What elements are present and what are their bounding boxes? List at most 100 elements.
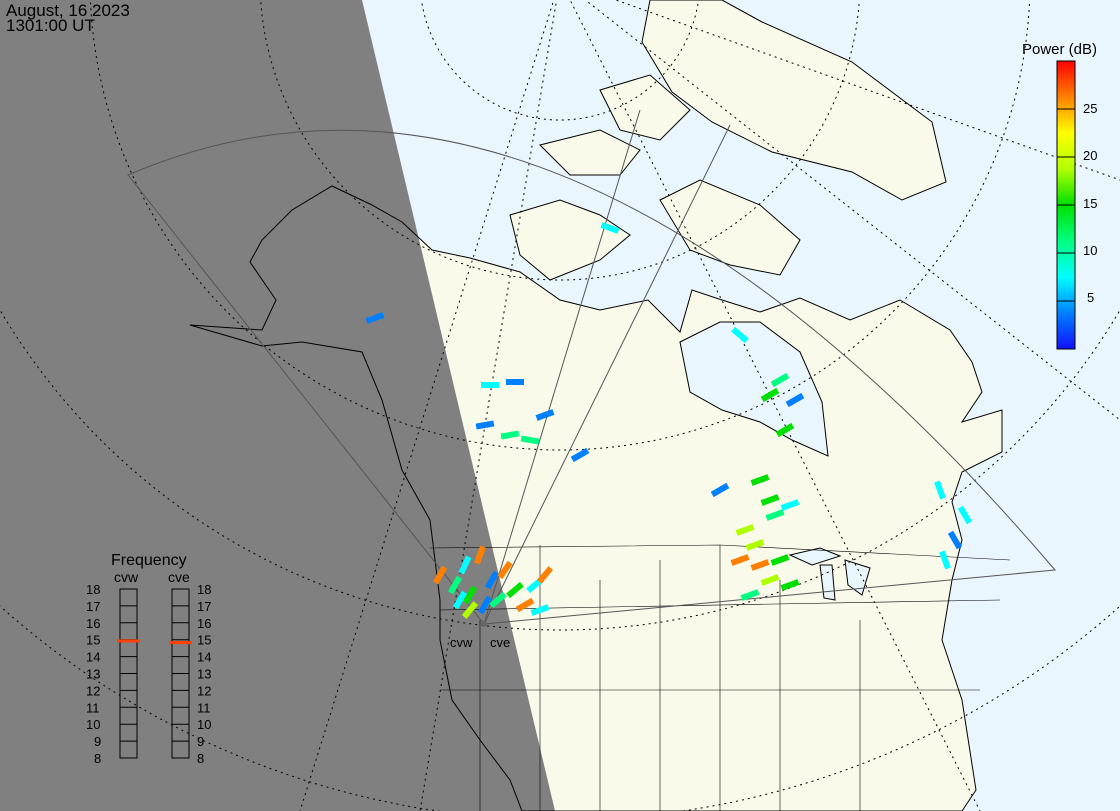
colorbar-tick: 20 <box>1083 148 1097 163</box>
frequency-radar-cve: cve <box>168 569 190 585</box>
echo-cell <box>934 480 946 500</box>
arctic-island-outline <box>599 74 691 141</box>
date-label: August, 16 2023 <box>6 1 130 20</box>
frequency-scale-label: 10 <box>197 717 211 732</box>
frequency-scale-label: 17 <box>197 599 211 614</box>
colorbar-title: Power (dB) <box>1022 41 1097 58</box>
frequency-marker <box>117 639 140 643</box>
echo-cell <box>481 382 499 388</box>
echo-cell <box>775 422 795 438</box>
time-label: 1301:00 UT <box>6 16 95 35</box>
frequency-scale-label: 11 <box>197 700 211 715</box>
arctic-island-outline <box>539 129 641 176</box>
echo-cell <box>432 565 448 585</box>
latitude-circle <box>90 0 1030 451</box>
frequency-scale-label: 8 <box>197 751 204 766</box>
latitude-circle <box>0 308 1120 631</box>
frequency-scale-label: 16 <box>197 616 211 631</box>
fov-outline-cvw-cve <box>127 129 1057 625</box>
echo-cell <box>477 595 493 615</box>
frequency-radar-cvw: cvw <box>114 569 139 585</box>
baffin-island <box>660 180 800 275</box>
echo-cell <box>497 560 513 580</box>
lake-michigan-outline <box>819 564 836 601</box>
radar-fov-outlines <box>127 109 1057 625</box>
frequency-scale-label: 16 <box>86 616 100 631</box>
hudson-bay <box>680 322 828 456</box>
radar-label-cvw: cvw <box>450 635 473 650</box>
frequency-scale-label: 13 <box>86 667 100 682</box>
echo-cell <box>462 585 478 605</box>
frequency-legend: Frequency cvw cve 1817161514131211109818… <box>86 552 211 766</box>
echo-cell <box>957 505 973 525</box>
echo-cell <box>506 379 524 385</box>
longitude-line <box>299 0 555 811</box>
frequency-scale-label: 9 <box>197 734 204 749</box>
night-shade <box>0 0 555 811</box>
echo-cell <box>500 430 520 440</box>
echo-cell <box>520 435 540 445</box>
frequency-scale-label: 8 <box>94 751 101 766</box>
hudson-bay-outline <box>679 321 829 457</box>
echo-cell <box>745 539 765 551</box>
arctic-island-outline <box>509 199 631 281</box>
echo-cell <box>760 494 780 506</box>
echo-cell <box>750 474 770 486</box>
frequency-scale-label: 12 <box>86 683 100 698</box>
lake-huron-outline <box>844 559 871 596</box>
echo-cell <box>535 409 555 421</box>
colorbar-tick: 10 <box>1083 243 1097 258</box>
fov-boundary <box>483 124 731 625</box>
echo-cell <box>710 482 730 498</box>
longitude-line <box>419 0 558 811</box>
frequency-scale-label: 17 <box>86 599 100 614</box>
radar-echoes <box>365 222 973 619</box>
colorbar-tick: 5 <box>1087 290 1094 305</box>
echo-cell <box>458 555 472 575</box>
echo-cell <box>489 591 507 609</box>
frequency-scale-label: 14 <box>86 650 100 665</box>
border-line <box>439 599 1001 611</box>
echo-cell <box>780 579 800 591</box>
echo-cell <box>750 559 770 571</box>
north-america-outline <box>189 185 1003 811</box>
echo-cell <box>731 326 749 344</box>
echo-cell <box>452 590 468 610</box>
longitude-line <box>569 0 981 811</box>
echo-cell <box>765 509 785 521</box>
echo-cell <box>536 566 554 584</box>
echo-cell <box>785 392 805 408</box>
echo-cell <box>760 574 780 586</box>
echo-cell <box>947 530 963 550</box>
arctic-island <box>540 130 640 175</box>
baffin-island-outline <box>659 179 801 276</box>
frequency-scale-label: 11 <box>86 700 100 715</box>
echo-cell <box>484 570 500 590</box>
arctic-island <box>510 200 630 280</box>
fov-boundary <box>483 109 641 625</box>
frequency-scale-label: 15 <box>197 633 211 648</box>
echo-cell <box>760 387 780 403</box>
echo-cell <box>530 604 550 616</box>
frequency-scale-label: 12 <box>197 683 211 698</box>
greenland-outline <box>641 0 947 201</box>
frequency-scale-label: 18 <box>86 582 100 597</box>
lake-huron <box>845 560 870 595</box>
echo-cell <box>506 581 524 599</box>
echo-cell <box>600 222 620 234</box>
coastlines <box>189 0 1011 811</box>
echo-cell <box>740 589 760 601</box>
radar-labels: cvw cve <box>450 621 510 650</box>
frequency-title: Frequency <box>111 552 187 569</box>
echo-cell <box>780 499 800 511</box>
radar-label-cve: cve <box>490 635 510 650</box>
echo-cell <box>770 554 790 566</box>
frequency-scale-label: 18 <box>197 582 211 597</box>
echo-cell <box>730 554 750 566</box>
arctic-island <box>600 75 690 140</box>
frequency-scale-label: 15 <box>86 633 100 648</box>
echo-cell <box>447 575 463 595</box>
echo-cell <box>515 597 535 613</box>
